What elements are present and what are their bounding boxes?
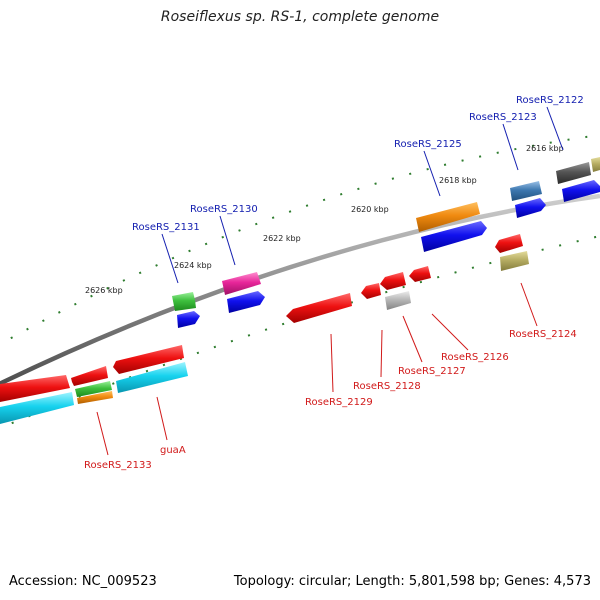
- cds-reverse-rosers-2129: [286, 293, 352, 323]
- callout-line: [431, 313, 469, 351]
- gene-label-rosers-2129: RoseRS_2129: [305, 397, 373, 408]
- tick-label: 2626 kbp: [85, 286, 123, 295]
- cds-reverse-red-guaa: [113, 345, 184, 374]
- cds-reverse-left-red: [0, 375, 70, 402]
- gene-label-guaa: guaA: [160, 445, 186, 456]
- cds-reverse-rosers-2128: [361, 283, 381, 299]
- genome-backbone: [0, 193, 600, 387]
- cds-reverse-cyan-guaa: [116, 362, 188, 393]
- cds-reverse-rosers-2126: [409, 266, 431, 282]
- cds-reverse-olive-2124: [500, 251, 529, 271]
- cds-reverse-rosers-2127: [380, 272, 406, 290]
- callout-line: [330, 333, 334, 393]
- gene-label-rosers-2124: RoseRS_2124: [509, 329, 577, 340]
- tick-label: 2618 kbp: [439, 176, 477, 185]
- forward-features: [172, 157, 600, 328]
- gene-label-rosers-2127: RoseRS_2127: [398, 366, 466, 377]
- callout-line: [161, 233, 179, 284]
- genome-stats: Topology: circular; Length: 5,801,598 bp…: [233, 574, 591, 589]
- tick-label: 2620 kbp: [351, 205, 389, 214]
- callout-line: [96, 411, 109, 456]
- tick-labels: 2626 kbp 2624 kbp 2622 kbp 2620 kbp 2618…: [85, 144, 564, 295]
- cds-forward-blue-2130: [227, 291, 265, 313]
- gene-label-rosers-2131: RoseRS_2131: [132, 222, 200, 233]
- callout-line: [402, 315, 423, 363]
- tick-label: 2622 kbp: [263, 234, 301, 243]
- cds-forward-blue-2122: [562, 180, 600, 202]
- cds-forward-blue-2131: [177, 311, 200, 328]
- gene-label-rosers-2122: RoseRS_2122: [516, 95, 584, 106]
- tick-label: 2616 kbp: [526, 144, 564, 153]
- callout-line: [219, 215, 236, 266]
- reverse-callouts: RoseRS_2133 guaA RoseRS_2129 RoseRS_2128…: [84, 282, 577, 471]
- gene-label-rosers-2125: RoseRS_2125: [394, 139, 462, 150]
- callout-line: [520, 282, 538, 327]
- cds-forward-edge-olive: [591, 157, 600, 172]
- cds-reverse-rosers-2124: [495, 234, 523, 253]
- cds-reverse-red-2133: [71, 366, 108, 386]
- cds-forward-rosers-2130: [222, 272, 261, 295]
- cds-reverse-green-2133: [75, 381, 112, 397]
- callout-line: [546, 106, 564, 151]
- cds-forward-blue-2125: [421, 221, 487, 252]
- tick-label: 2624 kbp: [174, 261, 212, 270]
- cds-forward-blue-2123: [515, 198, 546, 218]
- map-title: Roseiflexus sp. RS-1, complete genome: [160, 9, 440, 25]
- cds-reverse-silver-2127: [385, 291, 411, 310]
- cds-forward-rosers-2125: [416, 202, 480, 232]
- callout-line: [502, 123, 519, 171]
- gene-label-rosers-2128: RoseRS_2128: [353, 381, 421, 392]
- forward-callouts: RoseRS_2131 RoseRS_2130 RoseRS_2125 Rose…: [132, 95, 584, 284]
- cds-reverse-orange-2133: [77, 391, 113, 404]
- gene-label-rosers-2130: RoseRS_2130: [190, 204, 258, 215]
- outer-tick-row-upper: [0, 134, 600, 346]
- gene-label-rosers-2126: RoseRS_2126: [441, 352, 509, 363]
- gene-label-rosers-2133: RoseRS_2133: [84, 460, 152, 471]
- cds-forward-rosers-2131: [172, 292, 196, 311]
- callout-line: [380, 329, 383, 378]
- cds-forward-rosers-2122: [556, 162, 591, 184]
- cds-reverse-left-cyan: [0, 392, 74, 424]
- gene-label-rosers-2123: RoseRS_2123: [469, 112, 537, 123]
- cds-forward-rosers-2123: [510, 181, 542, 201]
- accession-label: Accession: NC_009523: [9, 574, 157, 589]
- reverse-features: [0, 234, 529, 424]
- callout-line: [423, 150, 441, 197]
- callout-line: [156, 396, 168, 441]
